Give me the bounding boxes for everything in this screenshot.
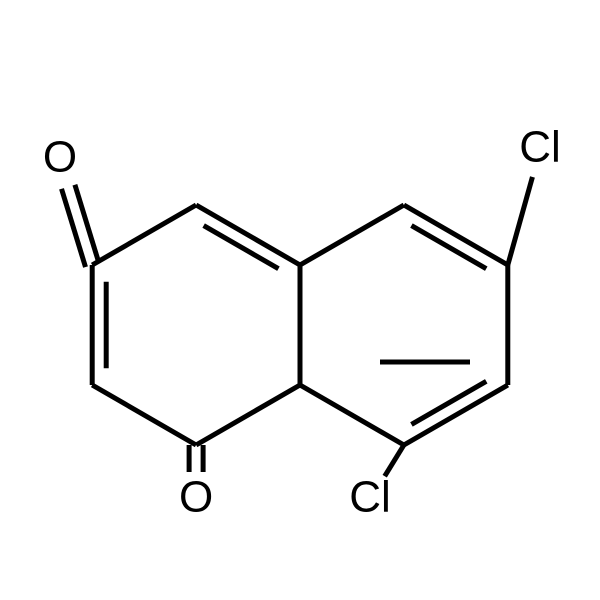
bond-line: [196, 385, 300, 445]
bond-line: [92, 205, 196, 265]
bond-line: [404, 205, 508, 265]
bond-line: [508, 177, 533, 265]
atom-label-o: O: [43, 133, 77, 182]
bond-line: [196, 205, 300, 265]
bond-line: [385, 445, 404, 476]
bond-line: [300, 205, 404, 265]
atom-label-cl: Cl: [519, 123, 561, 172]
molecule-diagram: O O Cl Cl: [0, 0, 600, 600]
bond-line: [92, 385, 196, 445]
atom-label-cl: Cl: [349, 473, 391, 522]
bond-line: [404, 385, 508, 445]
bond-line: [300, 385, 404, 445]
atom-label-o: O: [179, 473, 213, 522]
